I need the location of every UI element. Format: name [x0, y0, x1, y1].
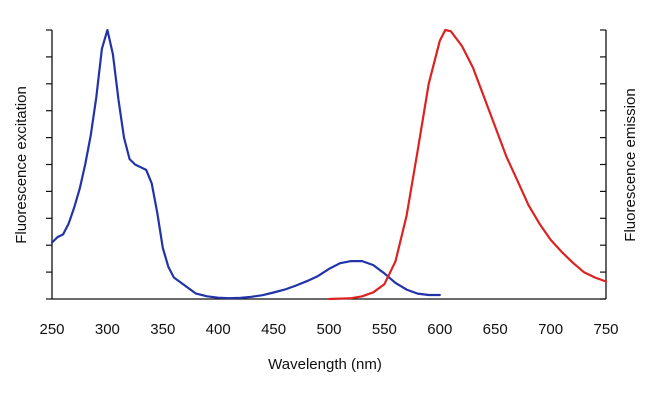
- x-tick-label: 550: [372, 321, 397, 338]
- x-tick-label: 300: [95, 321, 120, 338]
- excitation-series-line: [50, 28, 441, 300]
- x-axis: 250 300 350 400 450 500 550 600 650 700 750: [39, 298, 619, 338]
- emission-series-line: [327, 28, 608, 301]
- right-y-axis: [600, 29, 607, 300]
- x-tick-label: 350: [150, 321, 175, 338]
- right-y-axis-title: Fluorescence emission: [622, 88, 639, 241]
- x-tick-label: 650: [483, 321, 508, 338]
- left-y-axis-title: Fluorescence excitation: [13, 86, 30, 244]
- x-tick-label: 250: [39, 321, 64, 338]
- right-tick-marks: [600, 29, 606, 300]
- x-tick-label: 600: [427, 321, 452, 338]
- x-tick-label: 400: [206, 321, 231, 338]
- x-tick-label: 700: [538, 321, 563, 338]
- x-axis-title: Wavelength (nm): [268, 356, 382, 373]
- x-tick-label: 750: [593, 321, 618, 338]
- series-lines: [50, 28, 608, 301]
- x-tick-label: 500: [316, 321, 341, 338]
- left-y-axis: [46, 29, 53, 300]
- x-tick-label: 450: [261, 321, 286, 338]
- left-tick-marks: [46, 29, 52, 300]
- x-tick-labels: 250 300 350 400 450 500 550 600 650 700 750: [39, 321, 618, 338]
